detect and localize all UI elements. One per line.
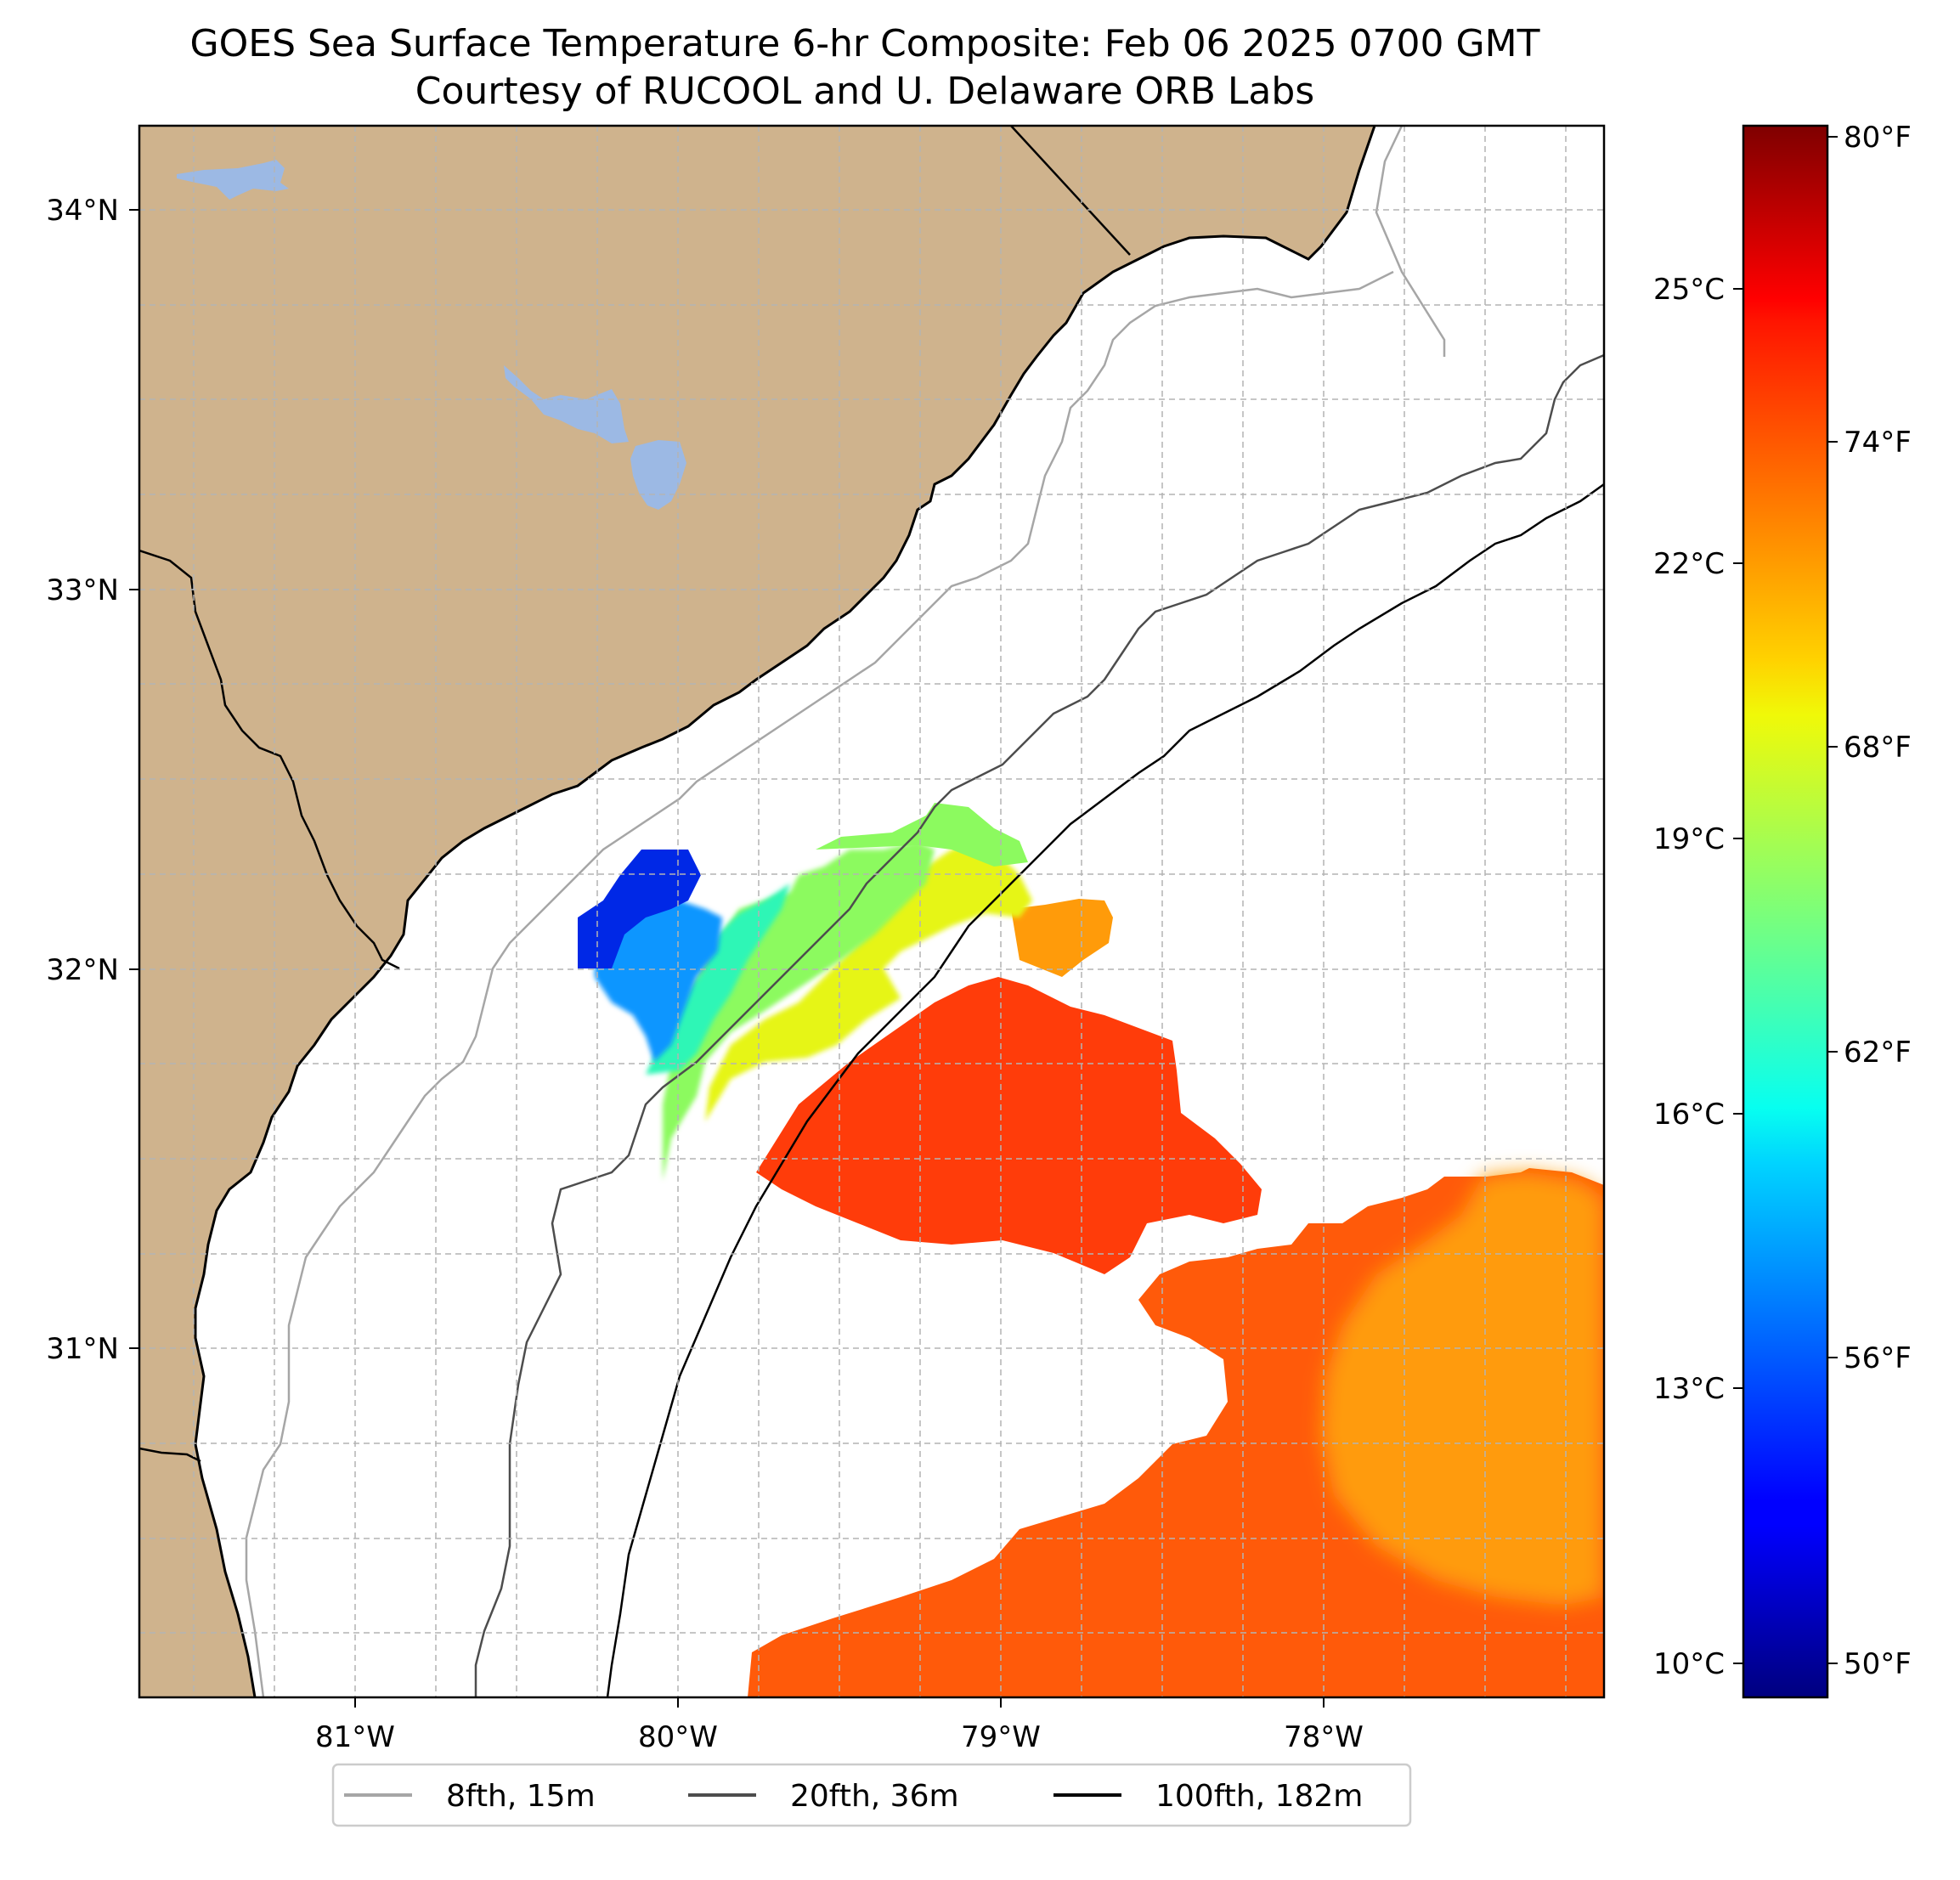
contour-8fth [245,126,1446,1697]
sst-region-cold-plume-core [578,850,701,968]
lake-moultrie-lower [630,440,686,510]
sst-overlay [578,803,1604,1697]
colorbar-c-13: 13°C [1653,1372,1725,1406]
colorbar-f-74: 74°F [1844,426,1912,460]
sst-region-midshelf-green-top [816,803,1028,867]
colorbar-gradient [1742,124,1829,1699]
map-frame [138,124,1606,1699]
lat-label-32n: 32°N [46,953,119,987]
lat-label-33n: 33°N [46,573,119,607]
sst-region-offshore-eddy [1321,1172,1604,1606]
lon-label-80w: 80°W [638,1720,718,1754]
sst-region-orange-patch [1011,899,1113,977]
lake-marion [177,160,289,200]
legend: 8fth, 15m 20fth, 36m 100fth, 182m [331,1763,1412,1827]
contour-20fth [474,353,1604,1697]
legend-label-20fth: 20fth, 36m [790,1779,959,1814]
map-title-line1: GOES Sea Surface Temperature 6-hr Compos… [190,22,1540,65]
colorbar-f-80: 80°F [1844,121,1912,155]
colorbar-c-19: 19°C [1653,822,1725,856]
sst-region-midshelf-yellow [705,841,1032,1121]
map-title-line2: Courtesy of RUCOOL and U. Delaware ORB L… [415,70,1314,113]
state-border-nc-sc [1010,126,1131,256]
land-mass [139,126,1375,1697]
legend-label-100fth: 100fth, 182m [1155,1779,1363,1814]
contour-100fth [606,483,1604,1697]
lon-label-81w: 81°W [315,1720,395,1754]
lat-label-34n: 34°N [46,194,119,228]
colorbar: 25°C 22°C 19°C 16°C 13°C 10°C 80°F 74°F … [1653,121,1912,1699]
lat-label-31n: 31°N [46,1332,119,1366]
colorbar-c-16: 16°C [1653,1098,1725,1132]
colorbar-c-25: 25°C [1653,273,1725,307]
state-border-ga-fl [139,1447,201,1463]
lon-label-78w: 78°W [1284,1720,1364,1754]
colorbar-f-68: 68°F [1844,731,1912,765]
sst-region-gulf-stream-front [756,977,1262,1274]
legend-box [331,1763,1412,1827]
sst-region-cold-plume-edge [595,892,722,1062]
lat-axis [129,209,139,1349]
colorbar-c-22: 22°C [1653,547,1725,581]
colorbar-f-62: 62°F [1844,1036,1912,1070]
colorbar-f-56: 56°F [1844,1341,1912,1375]
graticule [139,126,1604,1697]
legend-label-8fth: 8fth, 15m [446,1779,596,1814]
lon-axis [354,1697,1325,1708]
sst-region-cool-band [646,884,790,1075]
coastline [194,126,1376,1697]
map-panel: 34°N 33°N 32°N 31°N 81°W 80°W 79°W 78°W [46,124,1606,1754]
colorbar-c-10: 10°C [1653,1647,1725,1681]
state-border-sc-ga [139,549,400,970]
colorbar-f-50: 50°F [1844,1647,1912,1681]
lon-label-79w: 79°W [961,1720,1041,1754]
